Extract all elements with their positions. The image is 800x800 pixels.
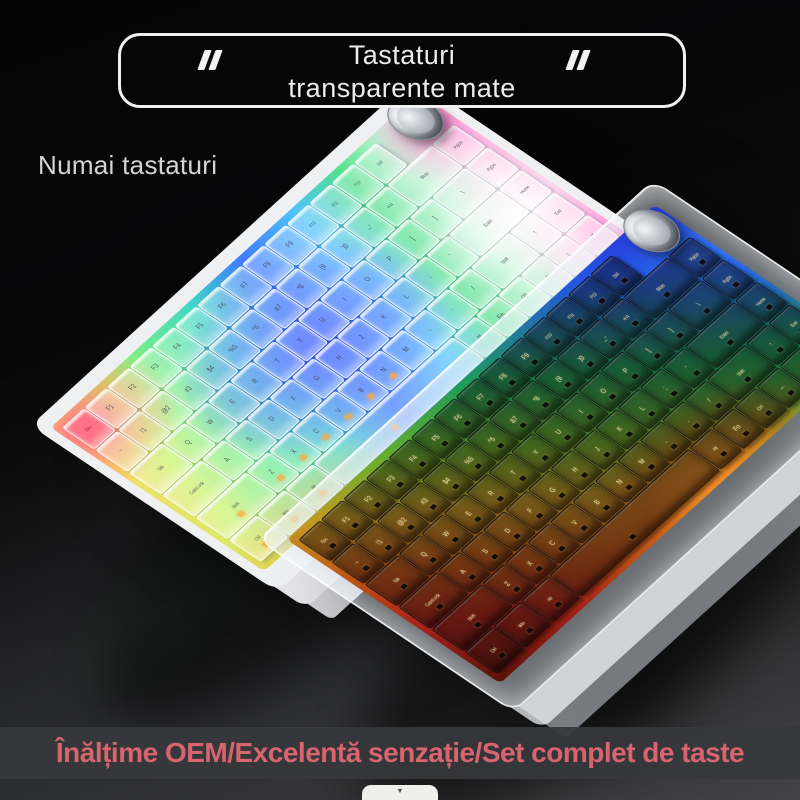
bottom-caption-text: Înălțime OEM/Excelentă senzație/Set comp…: [55, 737, 745, 768]
down-triangle-icon: ▼: [396, 788, 404, 795]
bottom-caption-bar: Înălțime OEM/Excelentă senzație/Set comp…: [0, 727, 800, 779]
title-banner: Tastaturi transparente mate: [118, 33, 686, 108]
quote-right-icon: [565, 50, 591, 70]
quote-left-icon: [197, 50, 223, 70]
scroll-hint-tab: ▼: [362, 785, 438, 800]
banner-title-line2: transparente mate: [288, 73, 516, 103]
caption-text: Numai tastaturi: [38, 150, 218, 180]
banner-title-line1: Tastaturi: [348, 40, 456, 70]
